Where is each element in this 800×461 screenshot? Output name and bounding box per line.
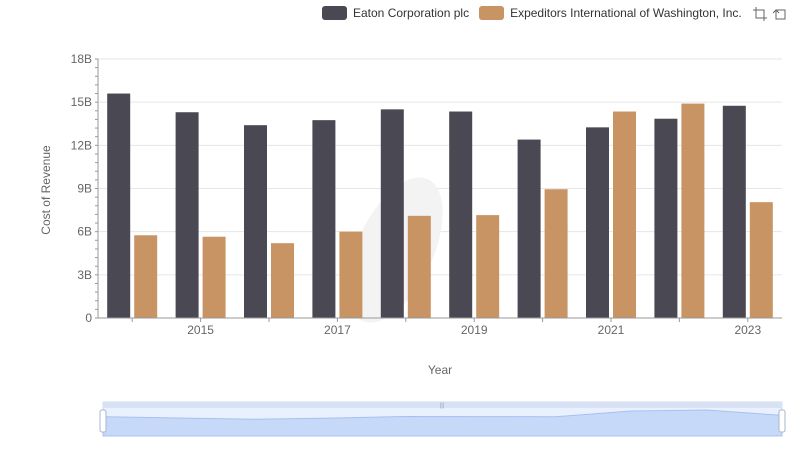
bar-expeditors[interactable] — [613, 111, 636, 319]
bar-expeditors[interactable] — [339, 231, 363, 318]
data-zoom-slider[interactable]: ||| — [99, 401, 786, 437]
grid-lines — [98, 58, 782, 276]
bar-eaton[interactable] — [654, 118, 678, 318]
y-axis: 0 3B 6B 9B 12B 15B 18B — [71, 52, 99, 325]
bar-expeditors[interactable] — [134, 235, 158, 318]
bar-eaton[interactable] — [312, 120, 336, 319]
zoom-reset-icon[interactable] — [772, 6, 788, 22]
y-tick-label: 15B — [71, 95, 92, 109]
data-zoom-grip-icon: ||| — [440, 403, 445, 409]
y-tick-label: 0 — [85, 311, 92, 325]
bar-expeditors[interactable] — [749, 202, 773, 318]
legend-label-expeditors: Expeditors International of Washington, … — [510, 6, 742, 20]
y-tick-label: 9B — [77, 182, 92, 196]
data-zoom-move-handle[interactable] — [103, 402, 782, 408]
bar-eaton[interactable] — [517, 139, 541, 318]
bar-eaton[interactable] — [449, 111, 473, 319]
zoom-select-icon[interactable] — [752, 6, 768, 22]
bar-eaton[interactable] — [722, 105, 746, 318]
y-axis-title: Cost of Revenue — [39, 145, 53, 235]
bar-eaton[interactable] — [380, 109, 404, 318]
legend-swatch-expeditors — [479, 6, 505, 20]
x-tick-label: 2019 — [461, 323, 488, 337]
data-zoom-handle-left[interactable] — [99, 409, 107, 433]
y-tick-label: 12B — [71, 138, 92, 152]
x-axis-title: Year — [428, 363, 452, 377]
y-tick-label: 3B — [77, 268, 92, 282]
x-tick-label: 2021 — [598, 323, 625, 337]
bar-expeditors[interactable] — [202, 236, 226, 318]
bar-expeditors[interactable] — [476, 215, 500, 318]
bar-expeditors[interactable] — [544, 189, 568, 318]
bar-eaton[interactable] — [244, 125, 267, 318]
legend: Eaton Corporation plc Expeditors Interna… — [322, 4, 752, 22]
legend-swatch-eaton — [322, 6, 347, 20]
y-tick-label: 18B — [71, 52, 92, 66]
x-tick-label: 2015 — [187, 323, 214, 337]
x-tick-label: 2023 — [734, 323, 761, 337]
bar-eaton[interactable] — [175, 112, 199, 318]
x-tick-label: 2017 — [324, 323, 351, 337]
y-tick-label: 6B — [77, 225, 92, 239]
legend-label-eaton: Eaton Corporation plc — [353, 6, 470, 20]
data-zoom-handle-right[interactable] — [778, 409, 786, 433]
bar-expeditors[interactable] — [271, 243, 294, 318]
bar-expeditors[interactable] — [407, 215, 431, 318]
bar-eaton[interactable] — [586, 127, 609, 318]
x-axis: 2015 2017 2019 2021 2023 — [98, 317, 782, 337]
bars — [107, 93, 773, 319]
bar-eaton[interactable] — [107, 93, 131, 319]
bar-expeditors[interactable] — [681, 103, 705, 318]
legend-item-expeditors[interactable]: Expeditors International of Washington, … — [479, 6, 742, 20]
legend-item-eaton[interactable]: Eaton Corporation plc — [322, 6, 469, 20]
chart-toolbar — [748, 6, 788, 22]
